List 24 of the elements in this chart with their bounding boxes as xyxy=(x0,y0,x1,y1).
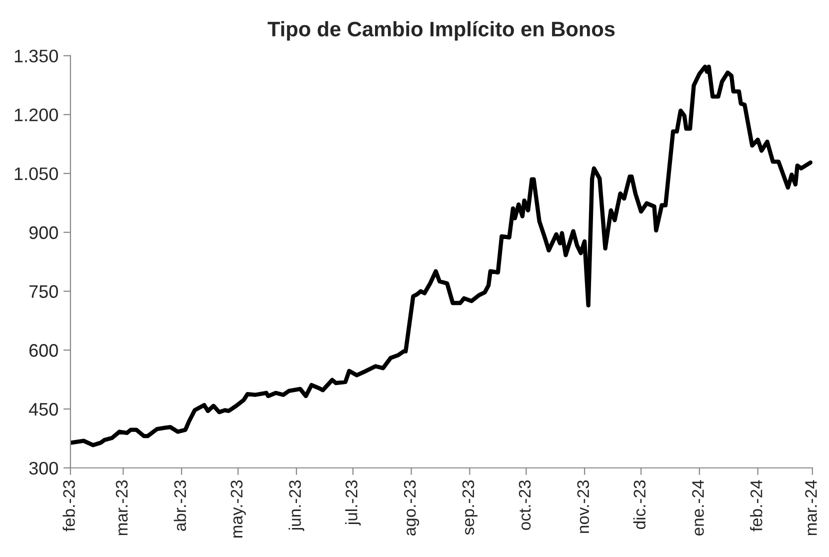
y-tick-label: 1.050 xyxy=(14,167,58,180)
x-tick-label: oct.-23 xyxy=(518,480,531,530)
y-tick-label: 600 xyxy=(29,344,58,357)
x-tick-label: mar.-24 xyxy=(805,480,817,536)
x-tick-label: abr.-23 xyxy=(174,480,186,531)
y-tick-label: 1.200 xyxy=(14,108,58,122)
x-tick-label: mar.-23 xyxy=(116,480,128,536)
x-tick-label: dic.-23 xyxy=(633,480,646,530)
line-series xyxy=(70,64,812,448)
x-tick-label: sep.-23 xyxy=(462,480,478,535)
x-tick-label: feb.-23 xyxy=(62,480,75,532)
x-tick-label: ene.-24 xyxy=(692,480,704,536)
y-tick-label: 750 xyxy=(29,285,58,298)
y-tick-label: 1.350 xyxy=(14,50,58,62)
x-tick-label: ago.-23 xyxy=(404,480,420,536)
x-tick-label: nov.-23 xyxy=(577,480,590,533)
chart-title: Tipo de Cambio Implícito en Bonos xyxy=(268,20,615,41)
y-tick-label: 900 xyxy=(29,226,58,240)
x-tick-label: may.-23 xyxy=(230,480,246,538)
y-tick-label: 450 xyxy=(28,402,58,416)
x-tick-label: jul.-23 xyxy=(345,480,361,526)
x-tick-label: feb.-24 xyxy=(750,480,762,532)
x-tick-label: jun.-23 xyxy=(288,480,304,532)
y-tick-label: 300 xyxy=(29,462,58,475)
